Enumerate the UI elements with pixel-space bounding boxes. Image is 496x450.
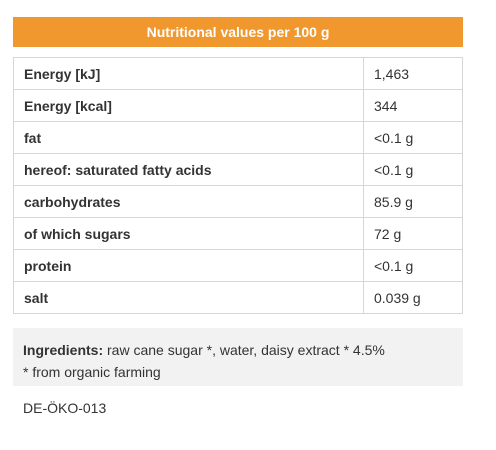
nutrient-name: carbohydrates — [13, 185, 364, 218]
table-row: Energy [kJ] 1,463 — [13, 57, 463, 90]
nutrient-value: 85.9 g — [363, 185, 463, 218]
nutrient-name: protein — [13, 249, 364, 282]
nutrient-value: 72 g — [363, 217, 463, 250]
nutrient-value: 0.039 g — [363, 281, 463, 314]
nutrient-name: fat — [13, 121, 364, 154]
table-row: salt 0.039 g — [13, 281, 463, 314]
ingredients-label: Ingredients: — [23, 342, 104, 358]
table-row: hereof: saturated fatty acids <0.1 g — [13, 153, 463, 186]
table-header: Nutritional values per 100 g — [13, 17, 463, 47]
nutrient-name: Energy [kcal] — [13, 89, 364, 122]
nutrient-name: Energy [kJ] — [13, 57, 364, 90]
nutrient-value: 1,463 — [363, 57, 463, 90]
table-row: of which sugars 72 g — [13, 217, 463, 250]
nutrient-name: of which sugars — [13, 217, 364, 250]
table-row: fat <0.1 g — [13, 121, 463, 154]
nutrition-table: Energy [kJ] 1,463 Energy [kcal] 344 fat <0.1 … — [13, 57, 463, 314]
table-row: carbohydrates 85.9 g — [13, 185, 463, 218]
ingredients-line: Ingredients: raw cane sugar *, water, da… — [23, 339, 453, 361]
nutrient-value: <0.1 g — [363, 249, 463, 282]
nutrient-name: hereof: saturated fatty acids — [13, 153, 364, 186]
nutrient-value: 344 — [363, 89, 463, 122]
table-row: protein <0.1 g — [13, 249, 463, 282]
ingredients-note: * from organic farming — [23, 364, 161, 380]
ingredients-text: raw cane sugar *, water, daisy extract *… — [107, 342, 385, 358]
nutrient-name: salt — [13, 281, 364, 314]
nutrient-value: <0.1 g — [363, 153, 463, 186]
ingredients-box: Ingredients: raw cane sugar *, water, da… — [13, 328, 463, 386]
certification: DE-ÖKO-013 — [23, 400, 107, 416]
table-row: Energy [kcal] 344 — [13, 89, 463, 122]
nutrient-value: <0.1 g — [363, 121, 463, 154]
